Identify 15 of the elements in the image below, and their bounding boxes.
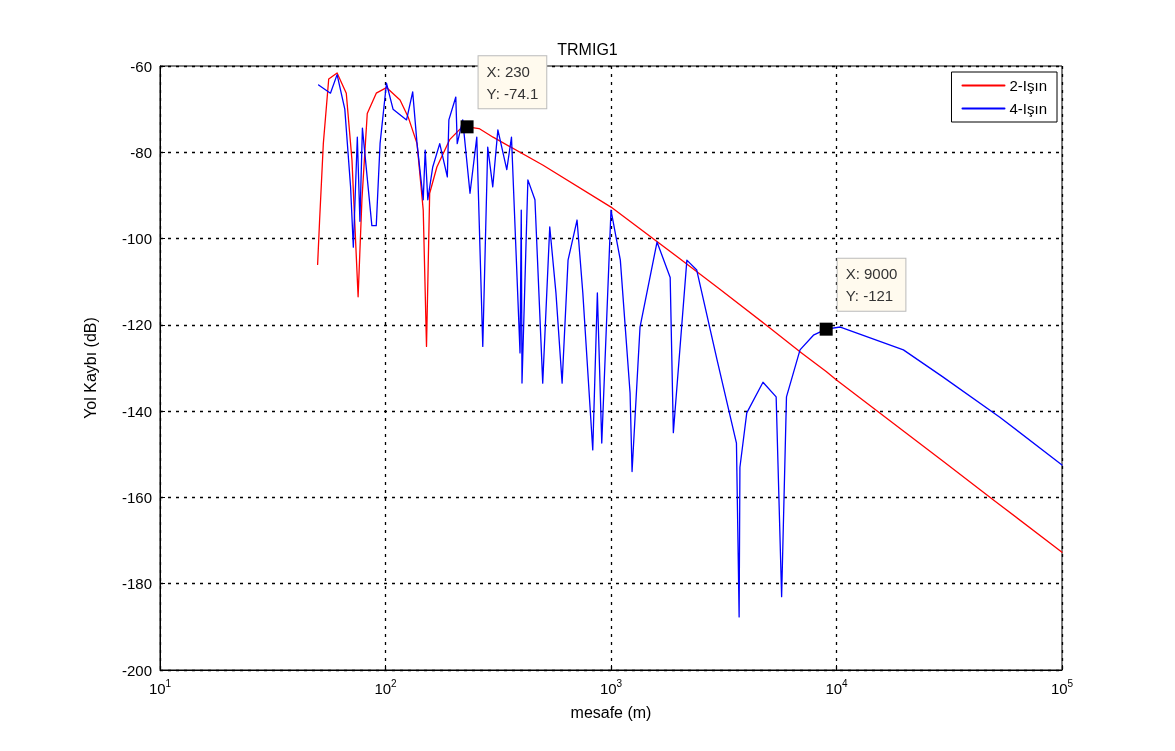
y-tick-label: -160	[121, 488, 152, 506]
y-tick-label: -60	[130, 57, 152, 75]
chart-title: TRMIG1	[557, 40, 618, 58]
y-tick-label: -140	[121, 402, 152, 420]
annotation: X: 230 Y: -74.1	[486, 62, 539, 102]
legend-label: 4-Işın	[1009, 100, 1047, 117]
y-tick-label: -120	[121, 316, 152, 334]
y-tick-label: -100	[121, 230, 152, 248]
legend-label: 2-Işın	[1009, 77, 1047, 94]
y-axis-title: Yol Kaybı (dB)	[81, 317, 99, 419]
y-tick-label: -180	[121, 575, 152, 593]
y-tick-label: -80	[130, 143, 152, 161]
annotation: X: 9000 Y: -121	[845, 265, 898, 305]
y-tick-label: -200	[121, 661, 152, 679]
x-axis-title: mesafe (m)	[570, 703, 652, 721]
